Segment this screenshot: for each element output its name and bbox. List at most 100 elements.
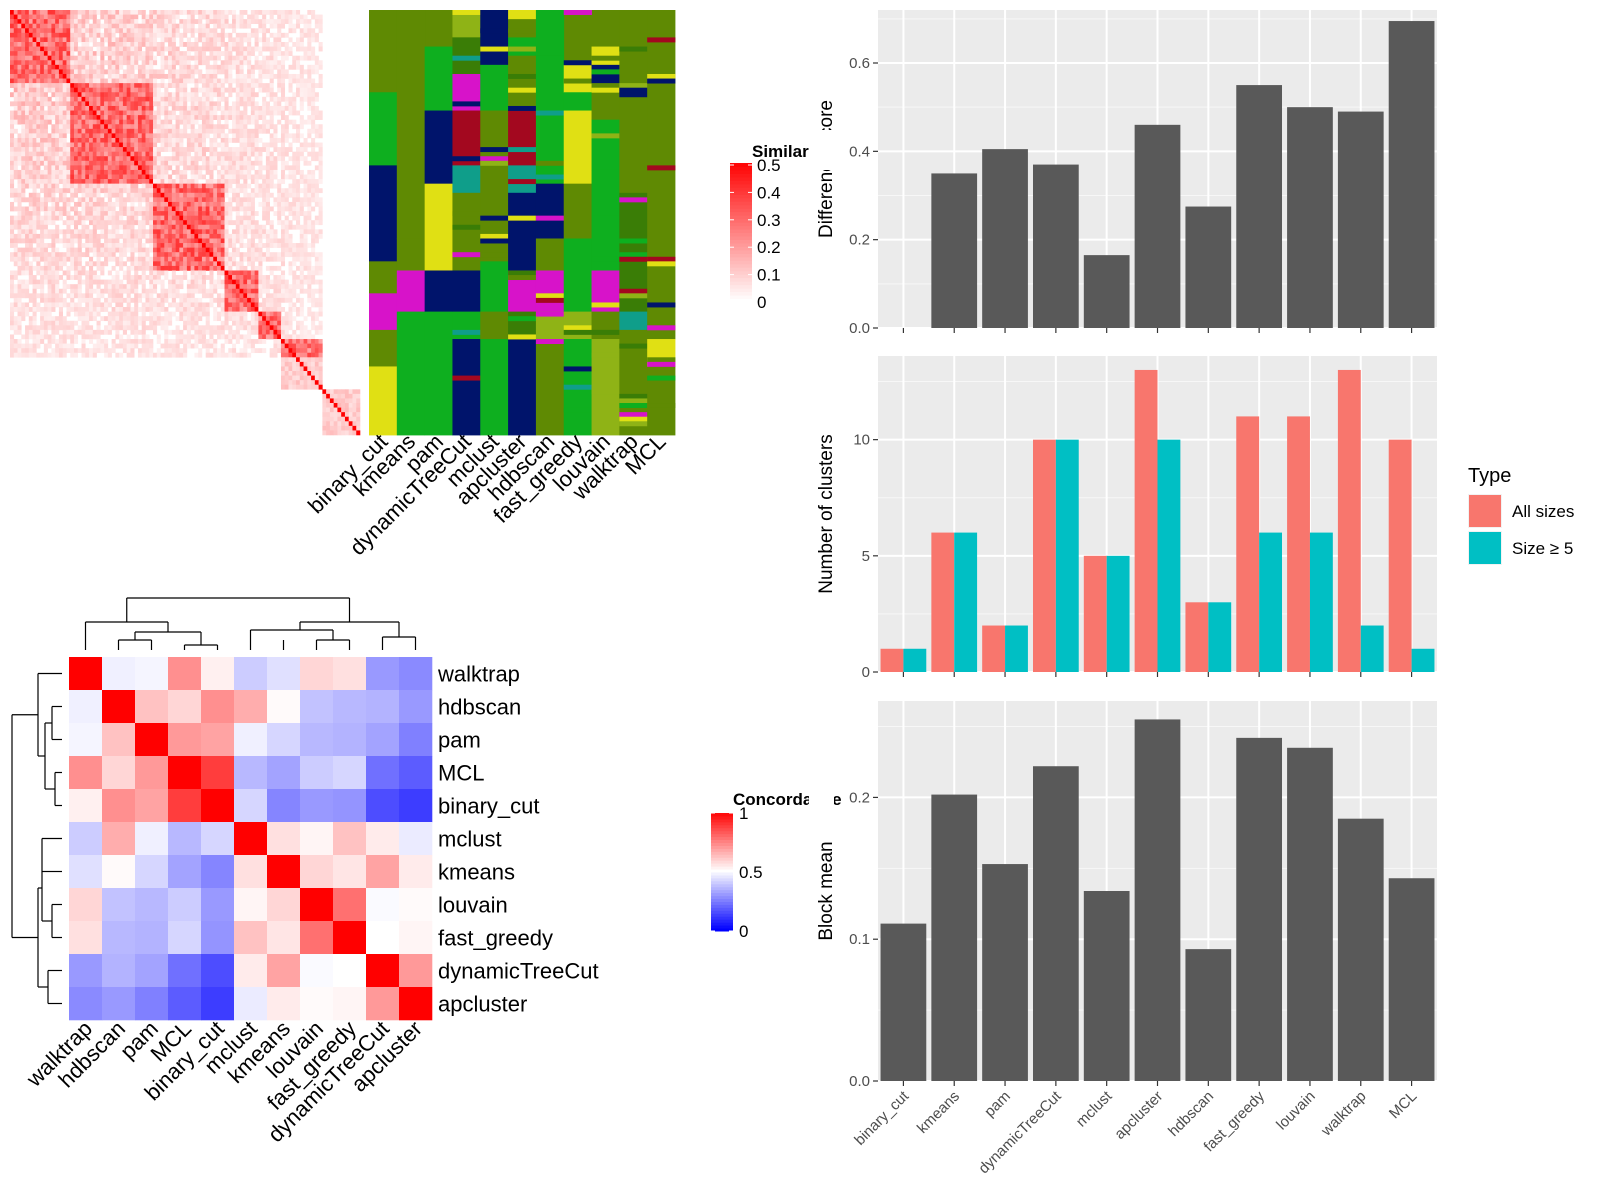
similarity-cell	[303, 96, 308, 102]
similarity-cell	[77, 284, 82, 290]
similarity-cell	[239, 256, 244, 262]
similarity-cell	[25, 69, 30, 75]
similarity-cell	[239, 311, 244, 317]
similarity-cell	[137, 265, 143, 271]
similarity-cell	[130, 78, 135, 84]
similarity-cell	[28, 197, 33, 203]
similarity-cell	[171, 256, 176, 262]
similarity-cell	[160, 37, 165, 43]
similarity-cell	[66, 188, 71, 194]
similarity-cell	[198, 270, 203, 276]
similarity-cell	[89, 55, 94, 61]
similarity-cell	[186, 320, 191, 326]
similarity-cell	[201, 23, 206, 29]
similarity-cell	[311, 142, 316, 148]
similarity-cell	[130, 316, 135, 322]
similarity-cell	[32, 124, 37, 130]
similarity-cell	[292, 96, 297, 102]
similarity-cell	[62, 325, 67, 331]
similarity-cell	[100, 133, 105, 139]
similarity-cell	[141, 320, 146, 326]
similarity-cell	[149, 247, 154, 253]
similarity-cell	[100, 206, 105, 212]
similarity-cell	[273, 137, 278, 143]
similarity-cell	[224, 73, 229, 79]
similarity-cell	[40, 28, 45, 34]
similarity-cell	[89, 78, 94, 84]
similarity-cell	[232, 256, 237, 262]
similarity-cell	[254, 311, 259, 317]
similarity-cell	[243, 119, 248, 125]
similarity-cell	[32, 73, 37, 79]
similarity-cell	[160, 55, 165, 61]
similarity-cell	[250, 46, 255, 52]
similarity-cell	[130, 69, 135, 75]
similarity-cell	[134, 115, 139, 120]
similarity-cell	[232, 316, 237, 322]
similarity-cell	[303, 192, 308, 198]
similarity-cell	[179, 83, 184, 88]
similarity-cell	[96, 110, 101, 116]
similarity-cell	[209, 284, 214, 290]
similarity-cell	[13, 238, 18, 244]
similarity-cell	[96, 46, 101, 52]
similarity-cell	[62, 19, 67, 25]
similarity-cell	[307, 73, 312, 79]
similarity-cell	[250, 188, 255, 194]
similarity-cell	[10, 233, 15, 239]
similarity-cell	[100, 229, 105, 235]
similarity-cell	[254, 252, 259, 258]
similarity-cell	[28, 14, 33, 20]
similarity-cell	[104, 32, 109, 38]
similarity-cell	[28, 119, 33, 125]
similarity-cell	[89, 270, 94, 276]
similarity-cell	[247, 147, 252, 152]
similarity-cell	[288, 233, 293, 239]
similarity-cell	[17, 51, 22, 56]
similarity-cell	[183, 32, 188, 38]
similarity-cell	[156, 19, 161, 25]
similarity-cell	[235, 201, 240, 207]
similarity-cell	[307, 270, 312, 276]
similarity-cell	[220, 252, 225, 258]
similarity-cell	[145, 19, 150, 25]
similarity-cell	[134, 211, 139, 216]
similarity-cell	[153, 174, 158, 180]
similarity-cell	[32, 224, 37, 230]
similarity-cell	[168, 284, 173, 290]
similarity-cell	[28, 270, 33, 276]
similarity-cell	[28, 279, 33, 285]
similarity-cell	[265, 105, 270, 111]
similarity-cell	[179, 188, 184, 194]
similarity-cell	[296, 256, 301, 262]
similarity-cell	[126, 247, 131, 253]
similarity-cell	[104, 115, 109, 120]
similarity-cell	[198, 101, 203, 107]
similarity-cell	[254, 188, 259, 194]
similarity-cell	[280, 293, 286, 299]
similarity-cell	[55, 325, 60, 331]
similarity-cell	[269, 270, 274, 276]
similarity-cell	[265, 265, 270, 271]
similarity-cell	[58, 69, 63, 75]
similarity-cell	[28, 28, 33, 34]
similarity-cell	[183, 69, 188, 75]
similarity-cell	[126, 179, 131, 184]
similarity-cell	[115, 28, 120, 34]
similarity-cell	[232, 174, 237, 180]
similarity-cell	[21, 147, 26, 152]
similarity-cell	[262, 142, 267, 148]
similarity-cell	[277, 215, 282, 221]
similarity-cell	[126, 233, 131, 239]
similarity-cell	[164, 243, 169, 248]
similarity-cell	[92, 28, 97, 34]
similarity-cell	[224, 115, 229, 120]
similarity-cell	[299, 28, 304, 34]
similarity-cell	[205, 23, 210, 29]
similarity-cell	[153, 247, 158, 253]
similarity-cell	[85, 174, 90, 180]
similarity-cell	[77, 316, 82, 322]
similarity-cell	[10, 55, 15, 61]
similarity-cell	[269, 64, 274, 70]
similarity-cell	[47, 179, 52, 184]
